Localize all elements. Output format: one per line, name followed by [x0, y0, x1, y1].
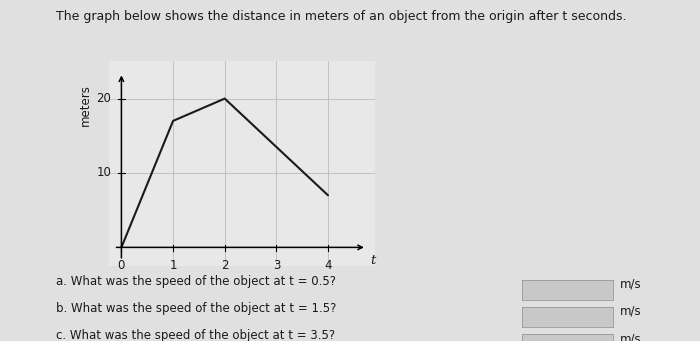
Text: The graph below shows the distance in meters of an object from the origin after : The graph below shows the distance in me… [56, 10, 626, 23]
Text: 0: 0 [118, 259, 125, 272]
Text: m/s: m/s [620, 305, 641, 318]
Text: 1: 1 [169, 259, 177, 272]
Text: 10: 10 [96, 166, 111, 179]
Text: b. What was the speed of the object at t = 1.5?: b. What was the speed of the object at t… [56, 302, 337, 315]
Text: m/s: m/s [620, 278, 641, 291]
Text: meters: meters [79, 84, 92, 125]
Text: c. What was the speed of the object at t = 3.5?: c. What was the speed of the object at t… [56, 329, 335, 341]
Text: m/s: m/s [620, 332, 641, 341]
Text: 4: 4 [324, 259, 332, 272]
Text: 2: 2 [221, 259, 228, 272]
Text: t: t [370, 254, 376, 267]
Text: 20: 20 [96, 92, 111, 105]
Text: 3: 3 [273, 259, 280, 272]
Text: a. What was the speed of the object at t = 0.5?: a. What was the speed of the object at t… [56, 275, 336, 287]
